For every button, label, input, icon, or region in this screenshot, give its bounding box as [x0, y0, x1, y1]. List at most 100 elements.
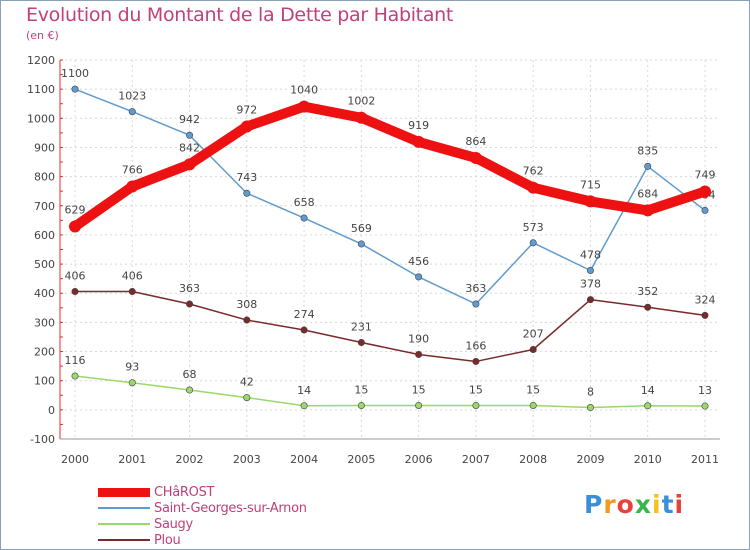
- logo-letter: t: [661, 490, 675, 519]
- data-label: 684: [637, 187, 658, 200]
- data-label: 68: [183, 368, 197, 381]
- x-tick-label: 2000: [61, 453, 89, 466]
- data-label: 15: [526, 383, 540, 396]
- data-point: [355, 111, 368, 124]
- x-tick-label: 2004: [290, 453, 318, 466]
- x-tick-label: 2002: [176, 453, 204, 466]
- data-label: 842: [179, 141, 200, 154]
- data-label: 629: [65, 203, 86, 216]
- chart-legend: CHâROST Saint-Georges-sur-Arnon Saugy Pl…: [98, 484, 307, 548]
- data-label: 15: [412, 383, 426, 396]
- data-point: [586, 266, 594, 274]
- data-label: 1100: [61, 67, 89, 80]
- x-tick-label: 2009: [576, 453, 604, 466]
- y-tick-label: 900: [34, 141, 55, 154]
- data-point: [128, 379, 136, 387]
- data-point: [300, 402, 308, 410]
- data-label: 8: [587, 386, 594, 399]
- data-point: [415, 273, 423, 281]
- y-tick-label: 100: [34, 375, 55, 388]
- data-point: [243, 189, 251, 197]
- data-label: 864: [465, 135, 486, 148]
- logo-letter: r: [603, 490, 617, 519]
- x-tick-label: 2010: [634, 453, 662, 466]
- data-label: 749: [695, 168, 716, 181]
- y-tick-label: 0: [48, 404, 55, 417]
- data-label: 207: [523, 327, 544, 340]
- data-point: [183, 158, 196, 171]
- y-tick-label: 1100: [27, 83, 55, 96]
- data-label: 972: [236, 103, 257, 116]
- y-tick-label: 200: [34, 346, 55, 359]
- data-point: [472, 357, 480, 365]
- data-point: [126, 180, 139, 193]
- data-point: [644, 402, 652, 410]
- data-label: 14: [641, 384, 655, 397]
- data-label: 352: [637, 285, 658, 298]
- data-point: [186, 131, 194, 139]
- data-point: [415, 401, 423, 409]
- data-label: 378: [580, 278, 601, 291]
- y-tick-label: 600: [34, 229, 55, 242]
- data-point: [240, 120, 253, 133]
- data-label: 569: [351, 222, 372, 235]
- logo-letter: i: [652, 490, 662, 519]
- data-label: 15: [469, 383, 483, 396]
- legend-swatch-plou: [98, 539, 150, 541]
- data-point: [71, 85, 79, 93]
- x-tick-label: 2006: [405, 453, 433, 466]
- y-tick-label: 500: [34, 258, 55, 271]
- data-label: 14: [297, 384, 311, 397]
- data-point: [586, 404, 594, 412]
- data-label: 190: [408, 332, 429, 345]
- data-label: 1002: [347, 95, 375, 108]
- data-point: [644, 162, 652, 170]
- x-tick-label: 2005: [347, 453, 375, 466]
- legend-label: CHâROST: [154, 484, 215, 500]
- data-label: 919: [408, 119, 429, 132]
- data-point: [298, 100, 311, 113]
- legend-item-saugy: Saugy: [98, 516, 307, 532]
- data-label: 658: [294, 196, 315, 209]
- y-tick-label: 700: [34, 200, 55, 213]
- data-point: [584, 195, 597, 208]
- logo-letter: o: [616, 490, 635, 519]
- data-label: 573: [523, 221, 544, 234]
- data-label: 231: [351, 321, 372, 334]
- x-tick-label: 2003: [233, 453, 261, 466]
- logo-letter: i: [674, 490, 685, 519]
- y-tick-label: 1000: [27, 112, 55, 125]
- y-tick-label: -100: [30, 433, 55, 446]
- data-point: [699, 185, 711, 198]
- data-point: [412, 135, 425, 148]
- legend-swatch-charost: [98, 487, 150, 497]
- data-point: [472, 401, 480, 409]
- data-label: 15: [354, 383, 368, 396]
- y-tick-label: 1200: [27, 54, 55, 67]
- data-point: [527, 181, 540, 194]
- data-label: 715: [580, 178, 601, 191]
- proxiti-logo: Proxiti: [584, 490, 684, 519]
- data-point: [69, 220, 81, 233]
- data-label: 1040: [290, 84, 318, 97]
- data-label: 363: [179, 282, 200, 295]
- data-label: 1023: [118, 90, 146, 103]
- data-label: 942: [179, 113, 200, 126]
- data-label: 324: [695, 293, 716, 306]
- data-point: [357, 240, 365, 248]
- x-tick-label: 2011: [691, 453, 719, 466]
- data-label: 274: [294, 308, 315, 321]
- legend-item-charost: CHâROST: [98, 484, 307, 500]
- data-point: [415, 350, 423, 358]
- data-label: 456: [408, 255, 429, 268]
- chart-subtitle: (en €): [26, 29, 59, 42]
- data-point: [529, 239, 537, 247]
- data-label: 363: [465, 282, 486, 295]
- legend-label: Plou: [154, 532, 181, 548]
- data-point: [71, 287, 79, 295]
- data-point: [243, 316, 251, 324]
- legend-swatch-saugy: [98, 523, 150, 525]
- data-point: [357, 339, 365, 347]
- data-point: [641, 204, 654, 217]
- legend-swatch-saint-georges: [98, 507, 150, 509]
